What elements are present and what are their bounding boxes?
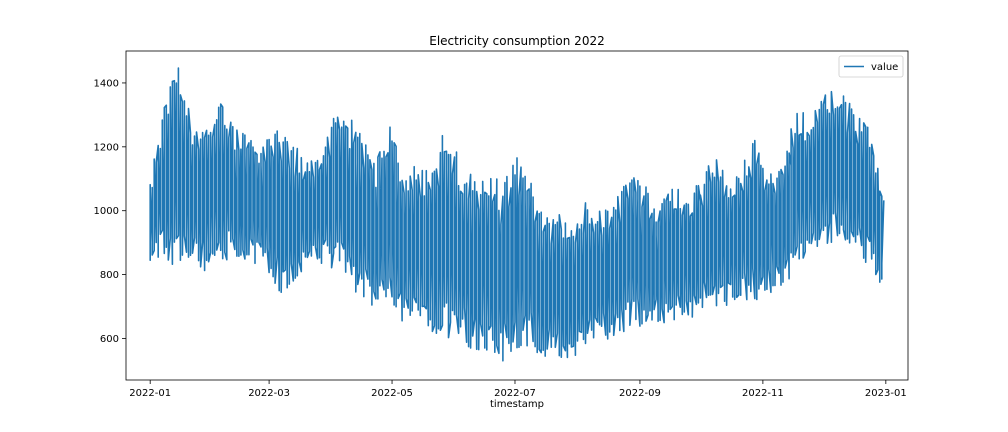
x-tick-label: 2022-03 [248, 388, 290, 399]
y-tick-label: 1000 [94, 206, 119, 217]
plot-frame [125, 50, 909, 381]
legend-label-value: value [871, 62, 898, 73]
x-tick-label: 2022-01 [129, 388, 171, 399]
y-tick-label: 600 [100, 334, 119, 345]
x-tick-label: 2022-07 [494, 388, 536, 399]
y-axis: 600 800 1000 1200 1400 [94, 78, 126, 345]
series-line-value [149, 67, 885, 362]
x-tick-label: 2023-01 [865, 388, 907, 399]
x-axis: 2022-01 2022-03 2022-05 2022-07 2022-09 2022-… [129, 380, 907, 399]
x-tick-label: 2022-05 [371, 388, 413, 399]
x-axis-label: timestamp [490, 399, 544, 410]
x-tick-label: 2022-09 [619, 388, 661, 399]
legend-box [838, 55, 904, 78]
y-tick-label: 800 [100, 270, 119, 281]
series-layer [149, 67, 885, 362]
legend: value [838, 55, 904, 78]
y-tick-label: 1400 [94, 78, 119, 89]
x-tick-label: 2022-11 [742, 388, 784, 399]
y-tick-label: 1200 [94, 142, 119, 153]
chart-title: Electricity consumption 2022 [429, 34, 604, 48]
